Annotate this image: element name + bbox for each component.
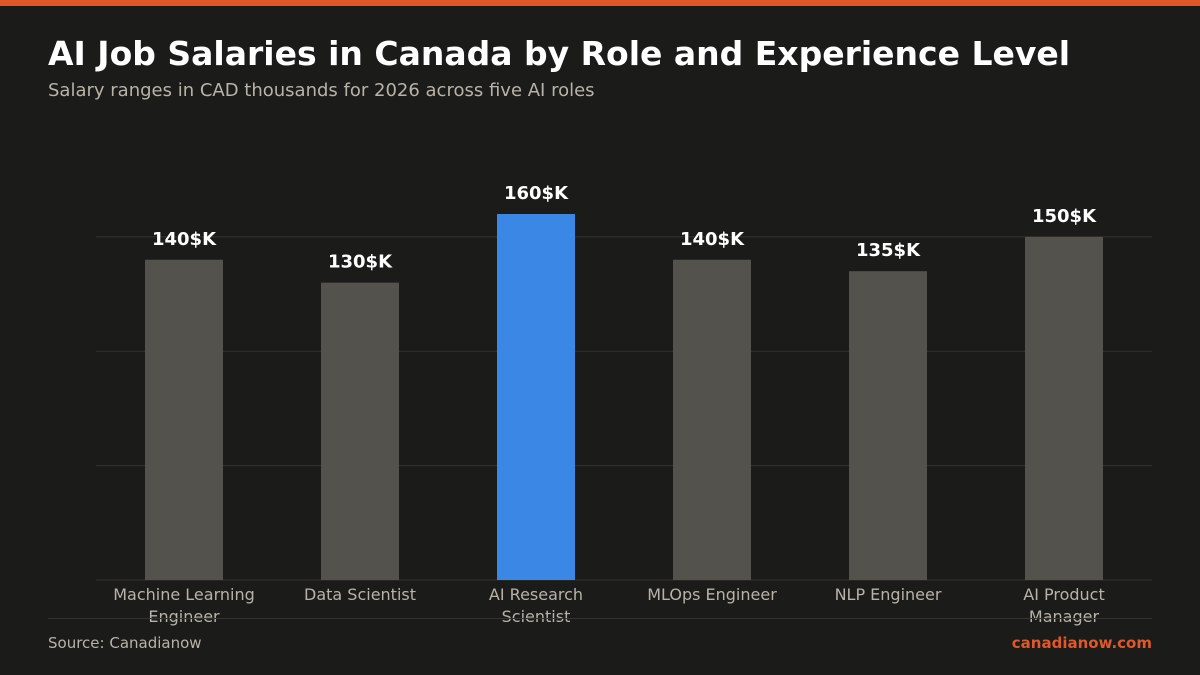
x-tick-label-line: Scientist [502, 607, 571, 626]
x-tick-label-line: AI Product [1023, 585, 1105, 604]
x-tick-label: AI Research Scientist [489, 585, 583, 626]
bar [849, 271, 927, 580]
x-tick-label-line: Engineer [148, 607, 220, 626]
brand-link[interactable]: canadianow.com [1011, 634, 1152, 652]
bar [145, 259, 223, 580]
value-label: 160$K [504, 183, 569, 204]
bar [321, 282, 399, 580]
footer-divider [48, 618, 1152, 619]
chart-title: AI Job Salaries in Canada by Role and Ex… [48, 34, 1071, 73]
source-note: Source: Canadianow [48, 634, 202, 652]
x-tick-label-line: MLOps Engineer [647, 585, 777, 604]
bar [1025, 236, 1103, 580]
bar [673, 259, 751, 580]
x-tick-label: Machine Learning Engineer [113, 585, 255, 626]
x-tick-label: AI Product Manager [1023, 585, 1105, 626]
x-tick-label-line: Manager [1029, 607, 1100, 626]
chart-subtitle: Salary ranges in CAD thousands for 2026 … [48, 80, 595, 101]
x-tick-label-line: AI Research [489, 585, 583, 604]
value-label: 140$K [152, 229, 217, 250]
x-tick-label: MLOps Engineer [647, 585, 777, 604]
value-label: 150$K [1032, 206, 1097, 227]
value-label: 130$K [328, 252, 393, 273]
x-tick-label-line: NLP Engineer [835, 585, 942, 604]
x-tick-label: NLP Engineer [835, 585, 942, 604]
bar [497, 214, 575, 580]
accent-top-bar [0, 0, 1200, 6]
x-tick-label-line: Machine Learning [113, 585, 255, 604]
value-label: 140$K [680, 229, 745, 250]
x-tick-label-line: Data Scientist [304, 585, 416, 604]
value-label: 135$K [856, 240, 921, 261]
x-tick-label: Data Scientist [304, 585, 416, 604]
